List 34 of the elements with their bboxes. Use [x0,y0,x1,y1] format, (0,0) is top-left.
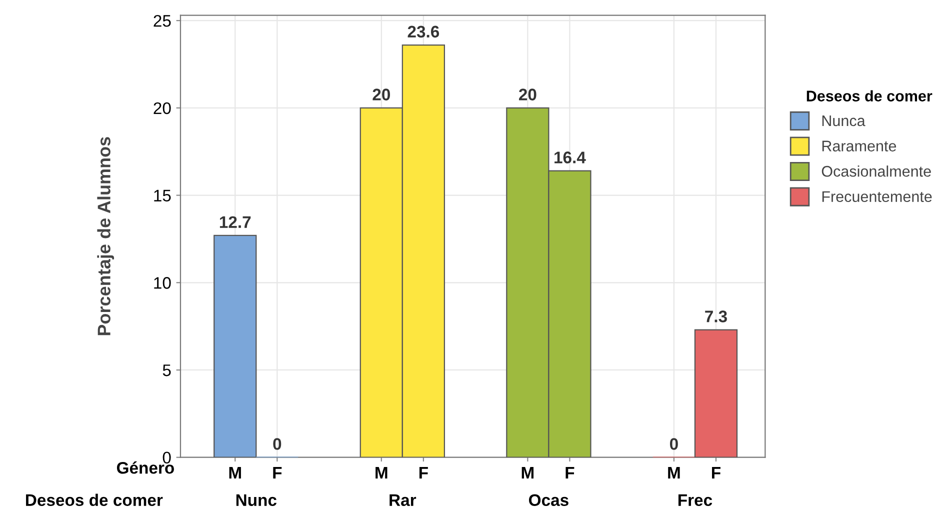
x-tick-label: M [522,466,534,478]
y-tick-label: 10 [154,277,171,289]
text: Rar [390,494,416,506]
x-tick-label: M [229,466,241,478]
y-tick-label: 20 [154,102,171,114]
text: Deseos de comer [26,494,163,506]
text: Ocas [528,494,568,506]
y-axis-title: Porcentaje de Alumnos [97,137,114,336]
legend-label: Frecuentemente [822,191,932,202]
y-tick-label: 0 [162,452,171,464]
legend-label: Raramente [822,140,896,152]
text: Género [116,461,174,474]
legend-label: Nunca [822,116,866,126]
data-label: 23.6 [408,26,440,38]
y-tick-label: 25 [154,14,171,27]
text: Nunc [236,494,276,506]
data-label: 0 [273,438,282,450]
x-tick-label: M [376,466,388,478]
legend-title: Deseos de comer [806,90,932,102]
data-label: 12.7 [220,216,251,228]
data-label: 16.4 [554,152,586,164]
x-tick-label: F [273,466,282,478]
x-tick-label: M [668,466,680,478]
data-label: 20 [372,88,390,100]
y-tick-label: 15 [154,190,171,202]
text: Frec [678,494,712,506]
data-label: 20 [518,88,536,100]
y-tick-label: 5 [162,364,171,376]
data-label: 7.3 [705,310,727,322]
x-tick-label: F [419,466,428,478]
data-label: 0 [670,438,678,450]
x-tick-label: F [566,466,574,478]
legend-label: Ocasionalmente [822,166,931,177]
x-tick-label: F [712,466,720,478]
